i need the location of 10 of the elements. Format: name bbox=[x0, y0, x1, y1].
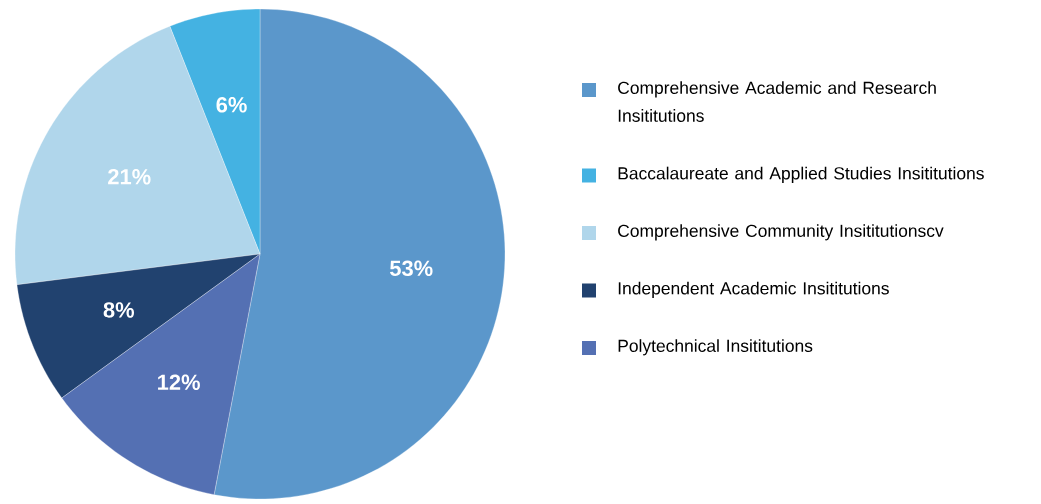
data-label: 12% bbox=[158, 374, 200, 390]
legend-label: Independent Academic Insititutions bbox=[618, 281, 889, 298]
data-label: 21% bbox=[108, 168, 151, 185]
data-label: 8% bbox=[103, 302, 135, 318]
data-label: 6% bbox=[216, 97, 247, 113]
legend-label: Baccalaureate and Applied Studies Insititutions bbox=[618, 166, 984, 183]
data-label: 53% bbox=[389, 260, 433, 277]
legend-label: Comprehensive Academic and Research Insititutions bbox=[618, 81, 936, 122]
legend-label: Comprehensive Community Insititutionscv bbox=[618, 224, 944, 241]
legend-label: Polytechnical Insititutions bbox=[618, 339, 813, 356]
